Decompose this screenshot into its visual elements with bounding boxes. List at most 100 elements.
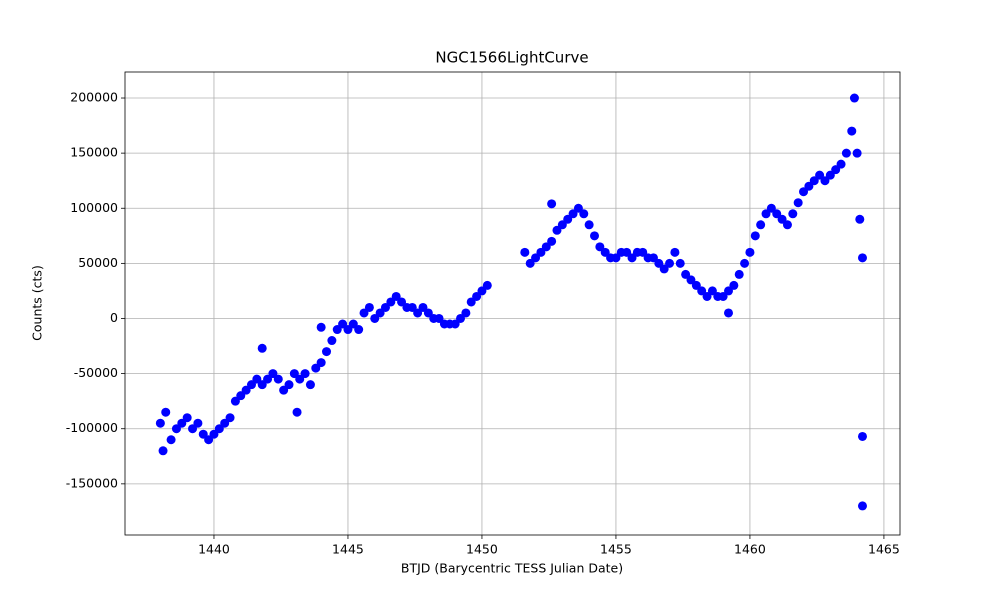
data-point	[305, 380, 315, 390]
data-point	[214, 424, 224, 434]
data-point	[756, 220, 766, 230]
data-point	[198, 429, 208, 439]
y-tick-label: 50000	[78, 255, 118, 270]
data-point	[300, 369, 310, 379]
x-tick-label: 1440	[198, 542, 230, 557]
data-point	[849, 93, 859, 103]
data-point	[793, 198, 803, 208]
data-point	[188, 424, 198, 434]
y-tick-label: -50000	[74, 365, 118, 380]
data-point	[547, 199, 557, 209]
data-point	[322, 347, 332, 357]
data-point	[622, 247, 632, 257]
data-point	[450, 319, 460, 329]
data-point	[268, 369, 278, 379]
data-point	[407, 302, 417, 312]
data-point	[552, 225, 562, 235]
data-point	[193, 418, 203, 428]
data-point	[241, 385, 251, 395]
data-point	[472, 291, 482, 301]
data-point	[456, 313, 466, 323]
data-point	[820, 176, 830, 186]
data-point	[225, 413, 235, 423]
data-point	[723, 286, 733, 296]
y-tick-label: 0	[110, 310, 118, 325]
data-point	[809, 176, 819, 186]
data-point	[177, 418, 187, 428]
data-point	[279, 385, 289, 395]
data-point	[847, 126, 857, 136]
data-point	[702, 291, 712, 301]
data-point	[831, 165, 841, 175]
y-tick-label: -150000	[66, 475, 118, 490]
data-point	[354, 325, 364, 335]
data-point	[697, 286, 707, 296]
data-point	[675, 258, 685, 268]
data-point	[841, 148, 851, 158]
data-point	[257, 380, 267, 390]
data-point	[627, 253, 637, 263]
data-point	[348, 319, 358, 329]
data-point	[857, 253, 867, 263]
data-point	[257, 343, 267, 353]
data-point	[520, 247, 530, 257]
data-point	[804, 181, 814, 191]
grid	[125, 72, 900, 535]
data-point	[413, 308, 423, 318]
data-point	[707, 286, 717, 296]
data-point	[536, 247, 546, 257]
data-point	[434, 313, 444, 323]
data-point	[857, 501, 867, 511]
data-point	[681, 269, 691, 279]
data-point	[563, 214, 573, 224]
data-point	[665, 258, 675, 268]
data-point	[397, 297, 407, 307]
data-point	[359, 308, 369, 318]
data-point	[273, 374, 283, 384]
data-point	[161, 407, 171, 417]
data-point	[230, 396, 240, 406]
data-point	[659, 264, 669, 274]
data-point	[855, 214, 865, 224]
data-point	[466, 297, 476, 307]
data-point	[557, 220, 567, 230]
x-tick-label: 1445	[332, 542, 364, 557]
data-point	[370, 313, 380, 323]
data-point	[825, 170, 835, 180]
data-point	[284, 380, 294, 390]
data-point	[316, 358, 326, 368]
data-point	[573, 203, 583, 213]
data-point	[171, 424, 181, 434]
y-tick-label: 150000	[70, 145, 118, 160]
data-point	[568, 209, 578, 219]
data-point	[332, 325, 342, 335]
data-point	[209, 429, 219, 439]
data-point	[729, 280, 739, 290]
data-point	[648, 253, 658, 263]
data-point	[482, 280, 492, 290]
y-tick-label: -100000	[66, 420, 118, 435]
data-point	[166, 435, 176, 445]
data-point	[686, 275, 696, 285]
data-point	[182, 413, 192, 423]
data-point	[654, 258, 664, 268]
data-point	[745, 247, 755, 257]
data-point	[375, 308, 385, 318]
y-tick-label: 100000	[70, 200, 118, 215]
data-point	[252, 374, 262, 384]
data-point	[292, 407, 302, 417]
data-point	[316, 322, 326, 332]
data-point	[327, 336, 337, 346]
data-point	[766, 203, 776, 213]
x-tick-label: 1455	[600, 542, 632, 557]
data-point	[777, 214, 787, 224]
data-point	[782, 220, 792, 230]
x-tick-label: 1460	[734, 542, 766, 557]
x-axis-label: BTJD (Barycentric TESS Julian Date)	[401, 561, 623, 576]
data-point	[158, 446, 168, 456]
data-point	[590, 231, 600, 241]
y-tick-label: 200000	[70, 90, 118, 105]
data-point	[477, 286, 487, 296]
data-point	[461, 308, 471, 318]
data-point	[311, 363, 321, 373]
